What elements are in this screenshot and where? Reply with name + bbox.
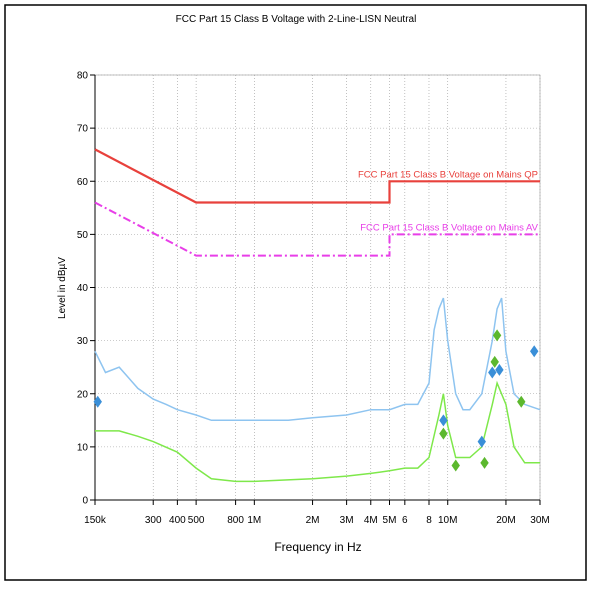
- x-tick-label: 8: [426, 515, 432, 526]
- marker: [439, 414, 448, 427]
- series-label: FCC Part 15 Class B Voltage on Mains QP: [358, 169, 538, 180]
- x-tick-label: 6: [402, 515, 408, 526]
- x-tick-label: 4M: [364, 515, 378, 526]
- marker: [480, 456, 489, 469]
- marker: [439, 427, 448, 440]
- x-tick-label: 1M: [247, 515, 261, 526]
- x-tick-label: 10M: [438, 515, 457, 526]
- y-tick-label: 60: [77, 177, 89, 188]
- x-tick-label: 500: [188, 515, 205, 526]
- y-tick-label: 80: [77, 71, 89, 82]
- series-line: [94, 201, 540, 257]
- y-tick-label: 40: [77, 283, 89, 294]
- y-tick-label: 10: [77, 442, 89, 453]
- marker: [93, 395, 102, 408]
- marker: [477, 435, 486, 448]
- x-tick-label: 150k: [84, 515, 107, 526]
- marker: [492, 329, 502, 342]
- chart-title: FCC Part 15 Class B Voltage with 2-Line-…: [176, 14, 417, 25]
- series-label: FCC Part 15 Class B Voltage on Mains AV: [360, 222, 538, 233]
- marker: [451, 459, 460, 472]
- marker: [495, 363, 504, 376]
- y-tick-label: 70: [77, 124, 89, 135]
- series-line: [94, 297, 541, 422]
- marker: [530, 345, 539, 358]
- y-axis-label: Level in dBµV: [57, 257, 68, 319]
- marker: [490, 355, 499, 368]
- x-tick-label: 400: [169, 515, 186, 526]
- x-tick-label: 5M: [383, 515, 397, 526]
- marker: [517, 395, 526, 408]
- series-line: [94, 148, 540, 204]
- x-tick-label: 30M: [530, 515, 549, 526]
- y-tick-label: 20: [77, 389, 89, 400]
- x-axis-label: Frequency in Hz: [274, 540, 361, 554]
- x-tick-label: 20M: [496, 515, 515, 526]
- x-tick-label: 300: [145, 515, 162, 526]
- series-line: [95, 380, 540, 483]
- y-tick-label: 50: [77, 230, 89, 241]
- marker: [488, 366, 497, 379]
- x-tick-label: 3M: [340, 515, 354, 526]
- x-tick-label: 2M: [306, 515, 320, 526]
- y-tick-label: 30: [77, 336, 89, 347]
- y-tick-label: 0: [82, 496, 88, 507]
- x-tick-label: 800: [227, 515, 244, 526]
